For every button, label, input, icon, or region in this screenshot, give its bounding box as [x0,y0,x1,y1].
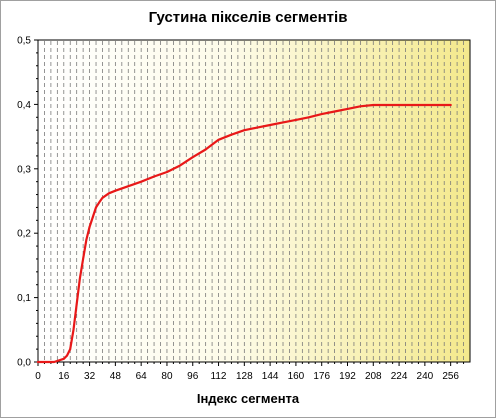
x-tick-label: 32 [84,371,96,382]
data-point [140,180,143,183]
data-point [282,121,284,124]
x-tick-label: 64 [136,371,148,382]
data-point [243,129,246,132]
data-point [359,105,362,108]
data-point [95,206,97,209]
data-point [62,357,65,360]
y-tick-label: 0,1 [17,293,31,304]
data-point [411,104,413,106]
data-point [333,110,336,113]
data-point [66,354,68,357]
x-tick-label: 160 [288,371,305,382]
data-point [101,196,104,199]
data-point [85,238,88,241]
data-point [320,113,323,115]
data-point [436,104,439,106]
data-point [69,348,72,351]
data-point [423,104,426,106]
y-tick-label: 0,2 [17,229,31,240]
data-point [127,185,130,188]
data-point [82,258,85,260]
data-point [98,201,101,204]
data-point [346,108,349,110]
data-point [108,192,110,195]
x-tick-label: 48 [110,371,122,382]
x-tick-label: 112 [211,371,227,382]
plot-area [37,39,471,363]
x-tick-label: 256 [442,371,459,382]
data-point [53,361,56,363]
chart-title: Густина пікселів сегментів [148,9,348,26]
data-point [307,116,310,119]
data-point [269,124,272,126]
x-tick-label: 176 [313,371,330,382]
data-point [153,175,155,178]
data-point [385,104,388,106]
x-tick-label: 96 [187,371,199,382]
data-point [256,126,259,129]
x-tick-label: 224 [391,371,408,382]
x-tick-label: 16 [58,371,70,382]
x-tick-label: 208 [365,371,382,382]
data-point [398,104,400,106]
data-point [217,138,220,141]
x-tick-label: 192 [339,371,356,382]
x-tick-label: 0 [35,371,41,382]
data-point [191,156,194,159]
data-point [449,104,452,106]
data-point [178,164,181,167]
data-point [37,361,39,363]
x-axis-title: Індекс сегмента [196,391,300,406]
data-point [75,303,78,305]
data-point [72,328,75,331]
data-point [88,225,91,228]
x-tick-label: 80 [161,371,173,382]
x-tick-label: 144 [262,371,279,382]
y-tick-label: 0,3 [17,164,31,175]
data-point [91,216,94,219]
x-tick-label: 240 [417,371,434,382]
data-point [114,189,117,192]
x-tick-label: 128 [236,371,253,382]
data-point [295,118,297,121]
y-tick-label: 0,0 [17,358,31,369]
y-tick-label: 0,4 [17,100,31,111]
data-point [372,104,375,106]
y-tick-label: 0,5 [17,36,31,47]
data-point [230,133,233,136]
data-point [79,277,81,280]
data-point [166,171,168,173]
data-point [204,148,207,151]
